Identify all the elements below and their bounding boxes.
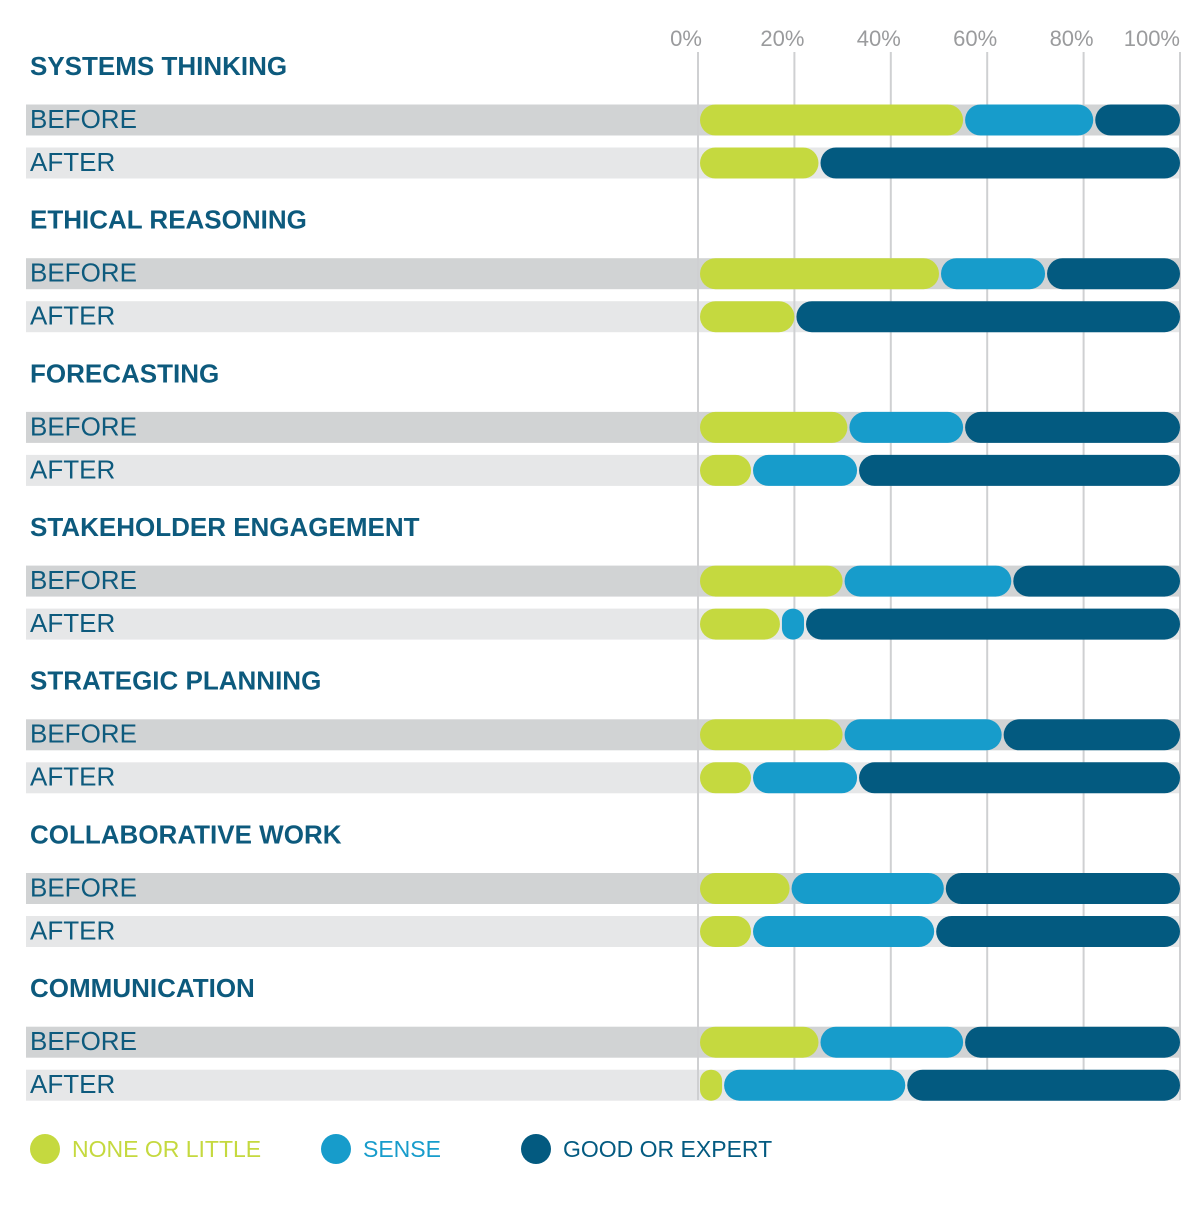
group-title: STAKEHOLDER ENGAGEMENT [30,512,420,542]
bar-segment [700,565,843,597]
bar-segment [844,719,1002,751]
group-title: ETHICAL REASONING [30,205,307,235]
bar-segment [700,258,939,290]
bar-segment [700,608,780,640]
bar-segment [700,104,964,136]
bar-segment [700,916,752,947]
bar-segment [907,1069,1180,1101]
bar-segment [724,1069,906,1101]
bar-segment [700,147,819,179]
bar-segment [700,762,752,794]
bar-segment [753,916,935,947]
bar-segment [859,762,1180,794]
row-label: AFTER [30,147,115,177]
legend-label: SENSE [363,1136,441,1162]
bar-segment [965,1026,1180,1058]
x-tick-label: 60% [953,26,997,51]
bar-segment [796,301,1180,333]
row-label: BEFORE [30,719,137,749]
bar-segment [806,608,1180,640]
group-title: FORECASTING [30,358,219,388]
bar-segment [941,258,1046,290]
bar-segment [936,916,1180,947]
bar-segment [965,411,1180,443]
bar-segment [945,873,1180,904]
bar-segment [1003,719,1180,751]
row-label: AFTER [30,301,115,331]
row-label: AFTER [30,1069,115,1099]
bar-segment [700,301,795,333]
x-tick-label: 40% [857,26,901,51]
bar-segment [700,411,848,443]
bar-segment [753,454,858,486]
bar-segment [791,873,944,904]
group-title: COMMUNICATION [30,973,255,1003]
x-tick-label: 20% [760,26,804,51]
bar-segment [820,147,1180,179]
row-label: BEFORE [30,1026,137,1056]
bar-segment [849,411,964,443]
row-label: BEFORE [30,104,137,134]
row-label: BEFORE [30,411,137,441]
bar-segment [844,565,1012,597]
legend-swatch [30,1134,60,1164]
bar-segment [781,608,805,640]
bar-segment [753,762,858,794]
x-tick-label: 80% [1050,26,1094,51]
bar-segment [1047,258,1180,290]
bar-segment [1013,565,1180,597]
x-tick-label: 100% [1124,26,1180,51]
bar-segment [700,454,752,486]
bar-segment [965,104,1094,136]
group-title: SYSTEMS THINKING [30,51,287,81]
bar-segment [820,1026,964,1058]
legend-swatch [521,1134,551,1164]
legend-label: GOOD OR EXPERT [563,1136,772,1162]
bar-segment [1095,104,1180,136]
row-label: AFTER [30,762,115,792]
bar-segment [700,719,843,751]
group-title: STRATEGIC PLANNING [30,666,321,696]
row-label: AFTER [30,915,115,945]
row-label: BEFORE [30,565,137,595]
bar-segment [859,454,1180,486]
row-label: BEFORE [30,258,137,288]
bar-segment [700,1069,723,1101]
legend-label: NONE OR LITTLE [72,1136,261,1162]
bar-segment [700,873,790,904]
group-title: COLLABORATIVE WORK [30,819,342,849]
row-label: BEFORE [30,872,137,902]
legend-swatch [321,1134,351,1164]
bar-segment [700,1026,819,1058]
row-label: AFTER [30,608,115,638]
row-label: AFTER [30,454,115,484]
x-tick-label: 0% [670,26,702,51]
